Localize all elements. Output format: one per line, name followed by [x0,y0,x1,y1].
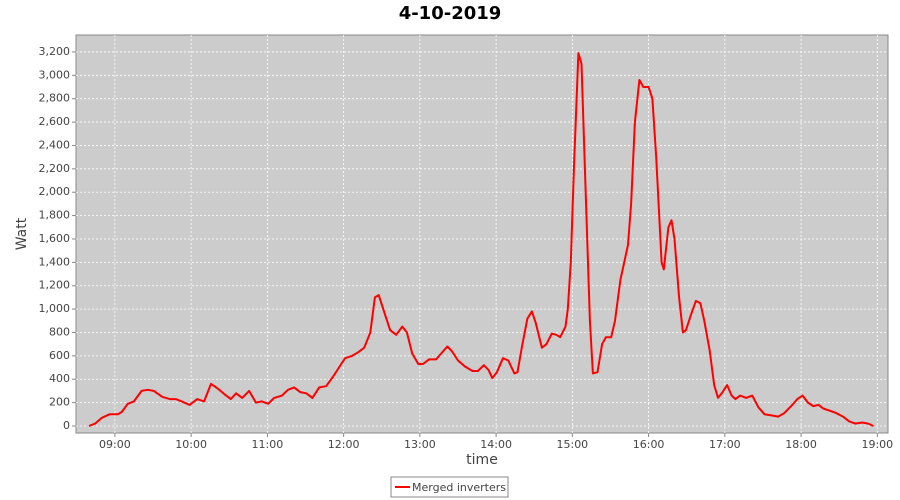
data-line [88,52,874,427]
y-tick-label: 1,600 [39,232,71,245]
y-axis-label: Watt [14,217,30,250]
y-tick-label: 800 [49,325,70,338]
y-tick-label: 0 [63,419,70,432]
y-tick-label: 3,000 [39,68,71,81]
x-tick-label: 17:00 [709,438,741,451]
x-tick-label: 13:00 [404,438,436,451]
y-tick-label: 1,000 [39,302,71,315]
x-tick-label: 12:00 [328,438,360,451]
y-tick-label: 2,800 [39,92,71,105]
y-tick-label: 2,600 [39,115,71,128]
y-tick-label: 1,400 [39,255,71,268]
x-tick-label: 15:00 [556,438,588,451]
legend-label: Merged inverters [412,481,506,494]
y-tick-label: 400 [49,372,70,385]
y-tick-label: 1,800 [39,209,71,222]
x-tick-label: 19:00 [861,438,893,451]
x-tick-label: 14:00 [480,438,512,451]
x-tick-label: 10:00 [175,438,207,451]
x-tick-label: 16:00 [633,438,665,451]
y-tick-label: 1,200 [39,279,71,292]
plot-area [75,34,889,434]
y-tick-label: 2,000 [39,185,71,198]
y-tick-label: 200 [49,396,70,409]
x-axis-label: time [466,452,498,468]
y-tick-label: 2,200 [39,162,71,175]
y-tick-label: 600 [49,349,70,362]
x-tick-label: 11:00 [252,438,284,451]
legend [390,476,509,498]
chart-title: 4-10-2019 [399,3,502,24]
y-tick-label: 3,200 [39,45,71,58]
x-tick-label: 18:00 [785,438,817,451]
x-tick-label: 09:00 [99,438,131,451]
y-tick-label: 2,400 [39,138,71,151]
